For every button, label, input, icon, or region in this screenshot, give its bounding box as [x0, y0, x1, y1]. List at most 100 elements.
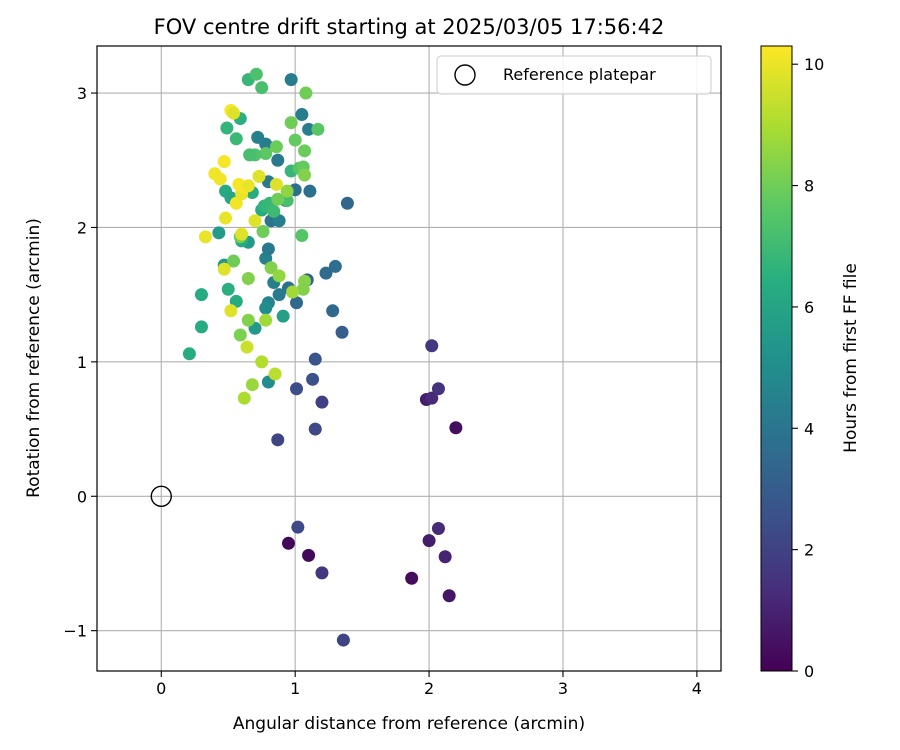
data-point: [251, 130, 265, 144]
colorbar-tick-label: 6: [804, 298, 814, 317]
data-point: [259, 313, 273, 327]
data-point: [425, 339, 439, 353]
x-tick-label: 4: [692, 679, 702, 698]
data-point: [284, 116, 298, 130]
data-point: [227, 106, 241, 120]
data-point: [249, 67, 263, 81]
data-point: [288, 133, 302, 147]
data-point: [256, 224, 270, 238]
data-point: [194, 288, 208, 302]
data-point: [319, 266, 333, 280]
data-point: [194, 320, 208, 334]
data-point: [229, 132, 243, 146]
data-point: [290, 296, 304, 310]
data-point: [220, 121, 234, 135]
data-point: [298, 144, 312, 158]
data-point: [308, 352, 322, 366]
data-point: [335, 325, 349, 339]
data-point: [241, 313, 255, 327]
data-point: [431, 382, 445, 396]
x-tick-label: 3: [558, 679, 568, 698]
data-point: [308, 422, 322, 436]
colorbar-tick-label: 2: [804, 541, 814, 560]
data-point: [243, 148, 257, 162]
data-point: [241, 272, 255, 286]
data-point: [311, 122, 325, 136]
data-point: [442, 589, 456, 603]
x-tick-label: 2: [424, 679, 434, 698]
data-point: [449, 421, 463, 435]
data-point: [271, 153, 285, 167]
data-point: [267, 204, 281, 218]
data-point: [276, 309, 290, 323]
data-point: [237, 391, 251, 405]
data-point: [252, 169, 266, 183]
colorbar-gradient: [760, 45, 793, 672]
colorbar: 0 2 4 6 8 10 Hours from first FF file: [760, 45, 861, 681]
data-point: [248, 214, 262, 228]
data-point: [224, 304, 238, 318]
data-point: [291, 520, 305, 534]
data-point: [296, 282, 310, 296]
data-point: [229, 196, 243, 210]
data-point: [280, 184, 294, 198]
data-point: [264, 261, 278, 275]
data-point: [229, 294, 243, 308]
data-point: [422, 534, 436, 548]
data-point: [269, 177, 283, 191]
legend-box: [436, 55, 712, 95]
y-tick-label: 3: [77, 84, 87, 103]
y-axis-label: Rotation from reference (arcmin): [24, 218, 44, 498]
data-point: [259, 147, 273, 161]
reference-platepar-marker: [150, 485, 172, 507]
data-point: [217, 155, 231, 169]
colorbar-ticks: 0 2 4 6 8 10: [792, 55, 824, 681]
data-point: [438, 550, 452, 564]
data-point: [286, 285, 300, 299]
colorbar-label: Hours from first FF file: [841, 263, 861, 453]
data-point: [295, 108, 309, 122]
data-point: [271, 192, 285, 206]
data-point: [219, 211, 233, 225]
data-point: [240, 340, 254, 354]
plot-frame: [96, 45, 722, 672]
data-point: [198, 230, 212, 244]
x-tick-label: 0: [156, 679, 166, 698]
data-point: [221, 282, 235, 296]
data-point: [306, 372, 320, 386]
data-point: [290, 382, 304, 396]
data-point: [272, 214, 286, 228]
data-point: [340, 196, 354, 210]
data-point: [336, 633, 350, 647]
data-point: [302, 122, 316, 136]
data-point: [302, 548, 316, 562]
data-point: [212, 226, 226, 240]
data-point: [315, 566, 329, 580]
x-tick-label: 1: [290, 679, 300, 698]
y-tick-label: 0: [77, 487, 87, 506]
data-point: [281, 536, 295, 550]
y-tick-label: −1: [63, 622, 87, 641]
chart-title: FOV centre drift starting at 2025/03/05 …: [154, 15, 665, 39]
data-point: [271, 433, 285, 447]
data-point: [259, 301, 273, 315]
colorbar-tick-label: 10: [804, 55, 824, 74]
x-axis-ticks: 0 1 2 3 4: [156, 671, 702, 698]
data-point: [233, 328, 247, 342]
legend-marker-reference: [454, 64, 476, 86]
data-point: [235, 227, 249, 241]
data-point: [425, 391, 439, 405]
data-point: [261, 242, 275, 256]
data-point: [431, 522, 445, 536]
x-axis-label: Angular distance from reference (arcmin): [233, 714, 585, 734]
data-point: [245, 378, 259, 392]
data-point: [405, 571, 419, 585]
data-point: [241, 179, 255, 193]
legend-label-reference: Reference platepar: [503, 65, 656, 84]
colorbar-tick-label: 4: [804, 419, 814, 438]
data-point: [269, 140, 283, 154]
data-point: [272, 269, 286, 283]
data-point: [284, 73, 298, 87]
legend[interactable]: Reference platepar: [436, 55, 712, 95]
y-tick-label: 2: [77, 218, 87, 237]
